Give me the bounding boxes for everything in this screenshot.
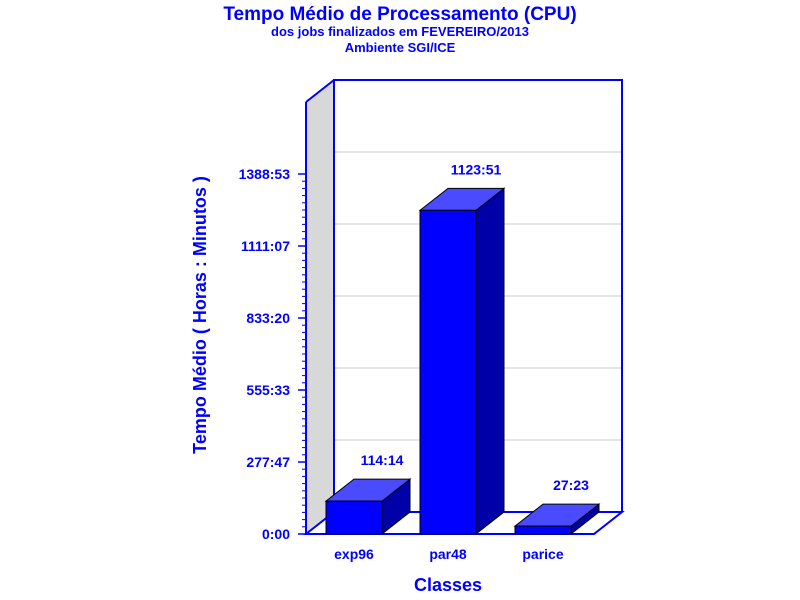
side-wall bbox=[306, 80, 334, 534]
bar bbox=[514, 525, 572, 535]
x-tick-label: par48 bbox=[429, 546, 467, 562]
data-label: 114:14 bbox=[361, 452, 404, 468]
bar bbox=[325, 500, 383, 535]
bar-side bbox=[475, 187, 505, 536]
data-label: 1123:51 bbox=[451, 161, 502, 177]
y-tick-label: 833:20 bbox=[246, 310, 290, 326]
wall-frame bbox=[333, 79, 623, 512]
y-tick-label: 1111:07 bbox=[241, 238, 290, 254]
bar bbox=[419, 209, 477, 535]
y-tick-label: 555:33 bbox=[246, 382, 290, 398]
y-tick-label: 277:47 bbox=[246, 454, 290, 470]
chart-title: Tempo Médio de Processamento (CPU) bbox=[223, 4, 576, 25]
y-tick-label: 1388:53 bbox=[239, 166, 291, 182]
x-tick-label: parice bbox=[522, 546, 563, 562]
plot-area: 0:00 277:47 555:33 833:20 1111:07 1388:53 114:… bbox=[239, 79, 625, 562]
y-axis-label: Tempo Médio ( Horas : Minutos ) bbox=[190, 176, 210, 454]
x-tick-label: exp96 bbox=[334, 546, 374, 562]
chart-subtitle-2: Ambiente SGI/ICE bbox=[345, 40, 456, 55]
wall-frame bbox=[305, 79, 335, 103]
x-axis-label: Classes bbox=[414, 575, 482, 595]
y-tick-label: 0:00 bbox=[262, 526, 290, 542]
chart-subtitle: dos jobs finalizados em FEVEREIRO/2013 bbox=[271, 24, 529, 39]
data-label: 27:23 bbox=[553, 477, 589, 493]
